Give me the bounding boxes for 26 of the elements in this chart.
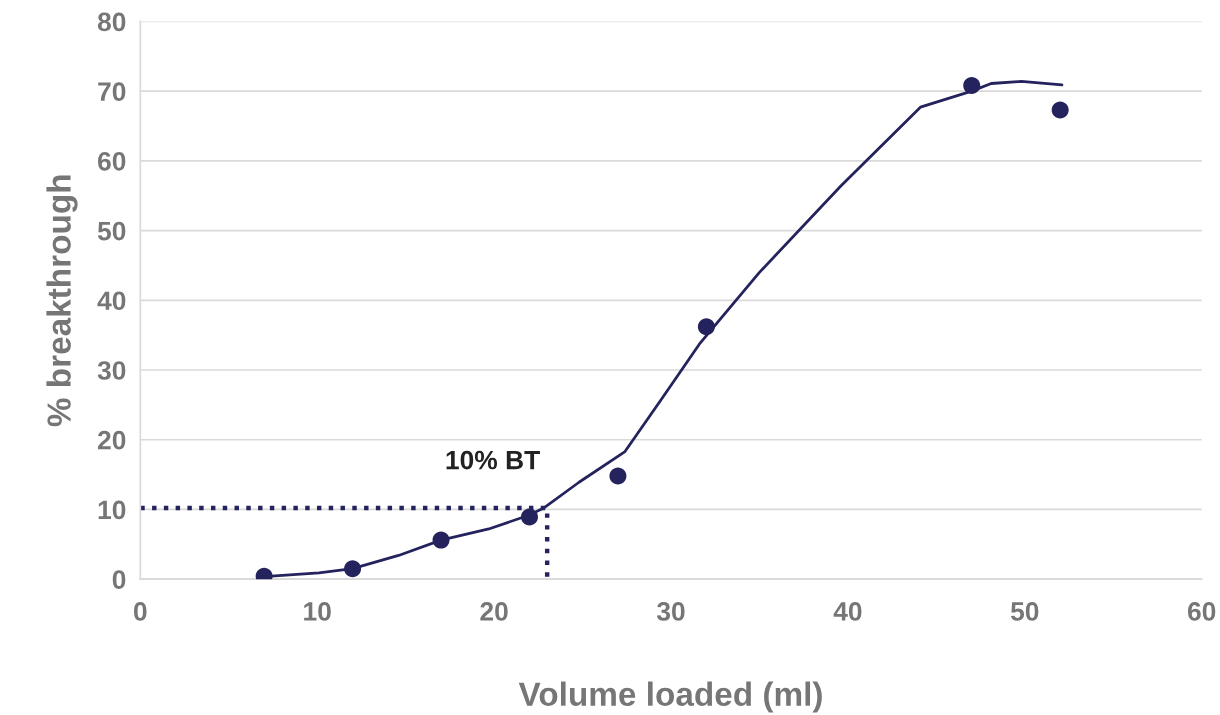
x-tick-label: 30 bbox=[656, 602, 685, 621]
y-tick-label: 10 bbox=[98, 500, 126, 520]
y-axis-title: % breakthrough bbox=[46, 175, 78, 427]
x-tick-label: 20 bbox=[480, 602, 508, 621]
point bbox=[344, 560, 362, 578]
point bbox=[963, 77, 981, 95]
y-tick-label: 70 bbox=[98, 82, 126, 101]
y-tick-label: 0 bbox=[112, 570, 126, 589]
point bbox=[609, 467, 627, 485]
point bbox=[697, 318, 715, 336]
x-tick-label: 50 bbox=[1010, 602, 1039, 621]
point bbox=[1051, 101, 1069, 119]
y-tick-label: 30 bbox=[97, 361, 126, 380]
y-tick-label: 40 bbox=[97, 291, 126, 311]
x-tick-label: 60 bbox=[1187, 602, 1216, 621]
point bbox=[520, 508, 538, 526]
point bbox=[432, 531, 450, 549]
y-tick-label: 20 bbox=[97, 430, 126, 450]
x-tick-label: 0 bbox=[134, 602, 147, 621]
x-tick-label: 40 bbox=[833, 602, 862, 621]
x-axis-title: Volume loaded (ml) bbox=[518, 681, 822, 713]
y-tick-label: 50 bbox=[97, 221, 126, 241]
annotation: 10% BT bbox=[446, 450, 540, 470]
x-tick-label: 10 bbox=[304, 602, 331, 621]
y-tick-label: 60 bbox=[98, 152, 126, 171]
y-tick-label: 80 bbox=[97, 12, 126, 32]
